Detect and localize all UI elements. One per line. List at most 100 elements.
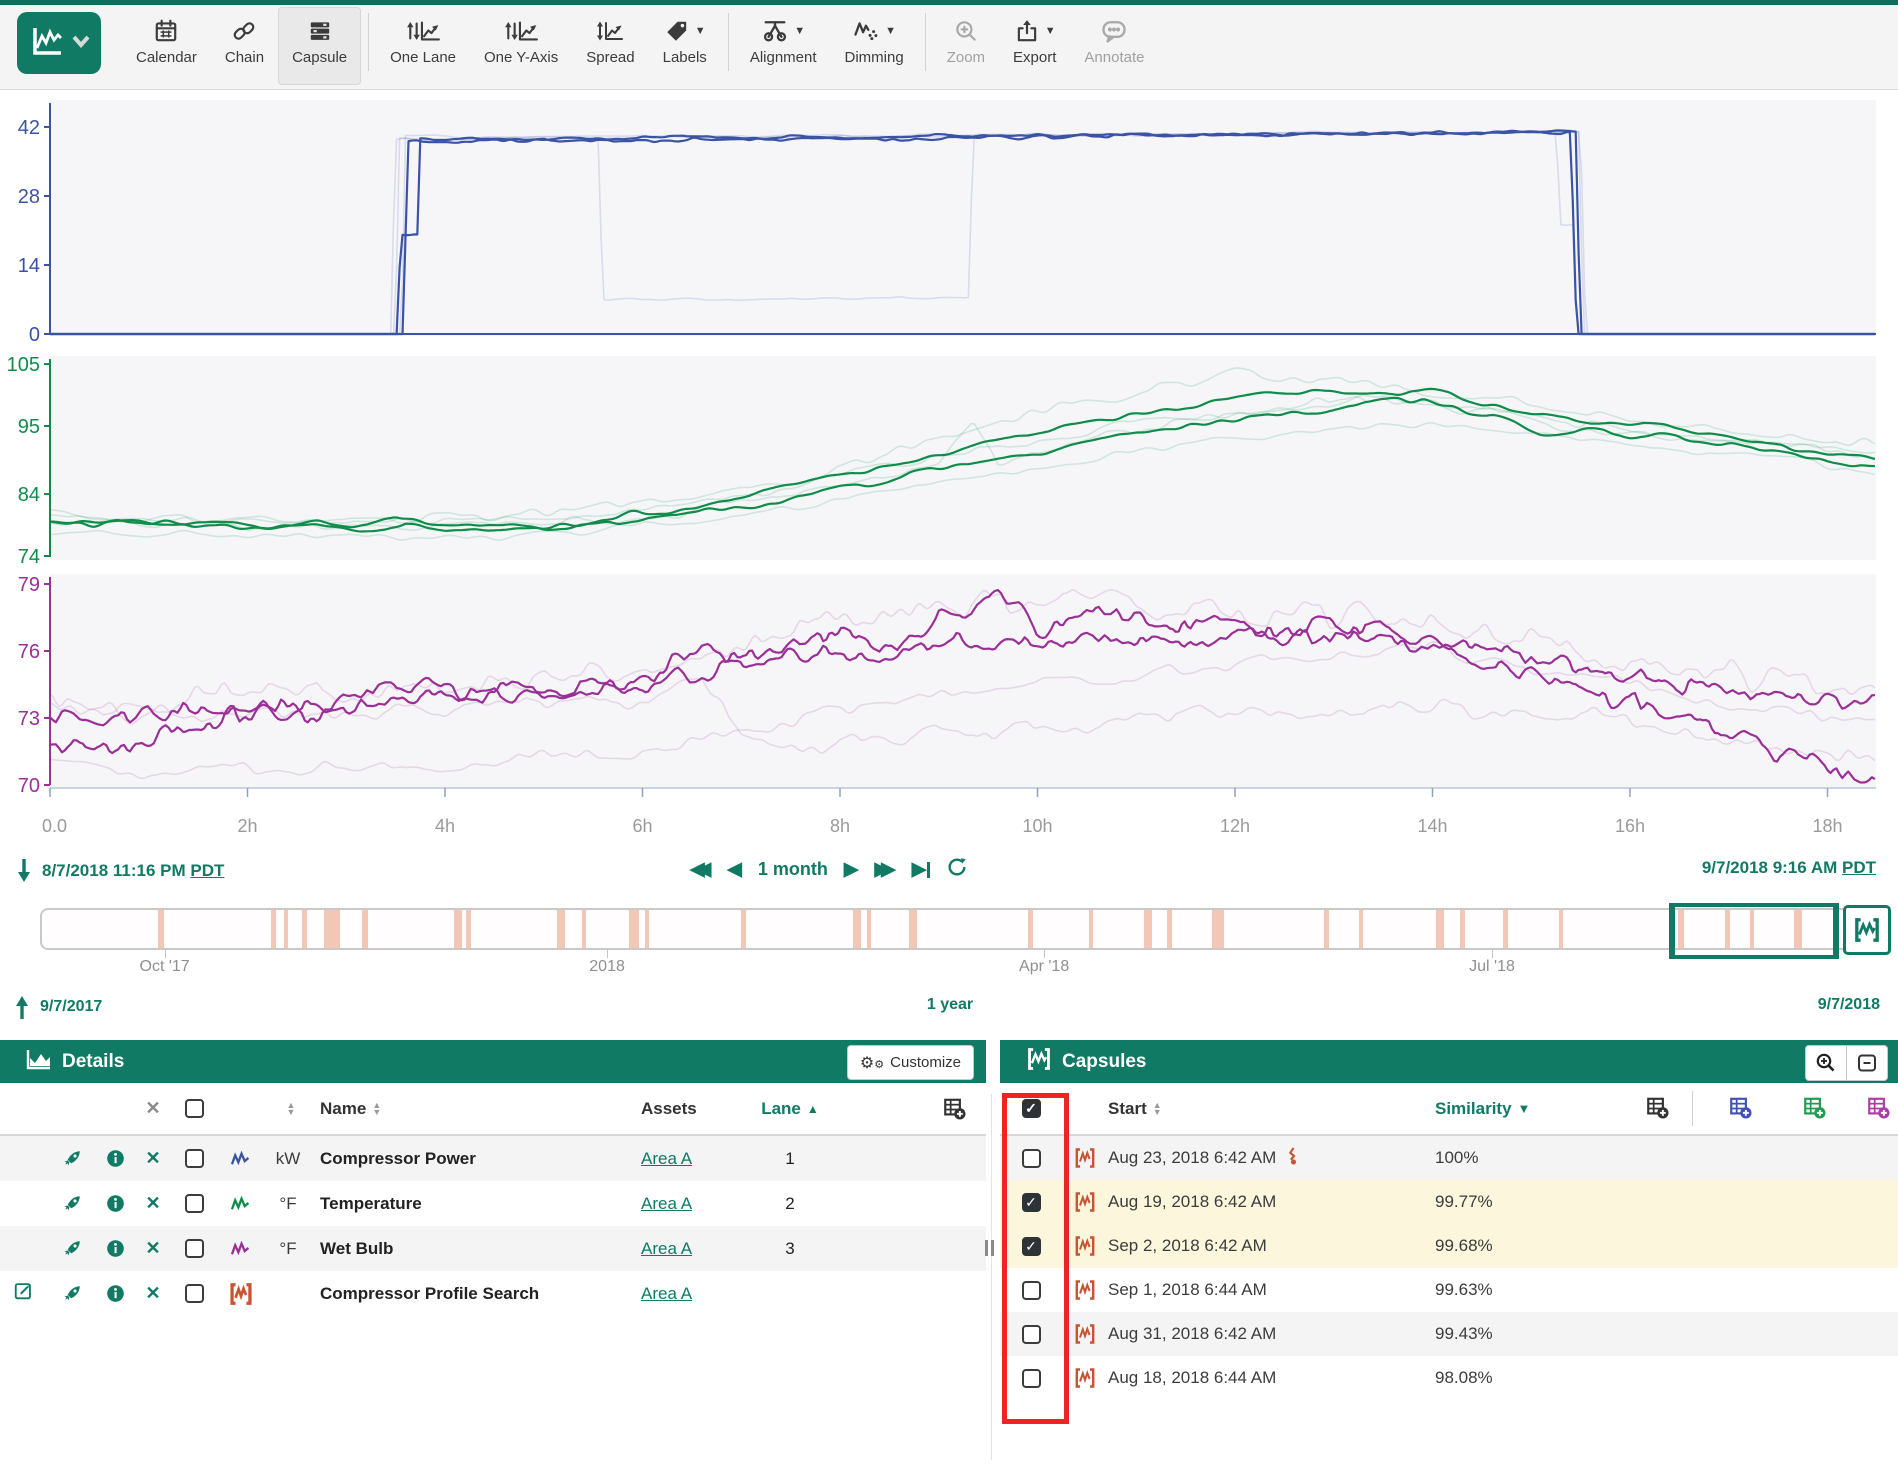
details-row-checkbox[interactable] (184, 1149, 204, 1168)
investigate-duration[interactable]: 1 year (926, 996, 974, 1013)
panel-resize-handle[interactable] (985, 1240, 997, 1256)
info-icon[interactable] (96, 1283, 134, 1304)
capsule-row[interactable]: Aug 31, 2018 6:42 AM 99.43% (1000, 1312, 1898, 1356)
labels-button[interactable]: ▼ Labels (649, 7, 721, 85)
range-end-tz[interactable]: PDT (1842, 858, 1876, 877)
investigate-icon[interactable] (48, 1193, 96, 1215)
step-back-button[interactable]: ◀ (727, 859, 742, 880)
chevron-down-icon (71, 34, 91, 53)
remove-item-button[interactable]: ✕ (145, 1148, 161, 1168)
timebar-selection-bracket[interactable] (1669, 903, 1839, 959)
range-end-text[interactable]: 9/7/2018 9:16 AM (1701, 858, 1838, 877)
add-column-icon[interactable] (1645, 1095, 1671, 1126)
worksheet-view-selector[interactable] (17, 12, 101, 74)
refresh-button[interactable] (946, 856, 968, 883)
capsule-icon (1062, 1278, 1108, 1302)
capsule-stripe (645, 910, 650, 948)
svg-text:70: 70 (18, 775, 40, 797)
range-start-text[interactable]: 8/7/2018 11:16 PM (42, 861, 186, 880)
remove-item-button[interactable]: ✕ (145, 1238, 161, 1258)
range-start-tz[interactable]: PDT (190, 861, 225, 880)
add-stats-table-green-icon[interactable] (1802, 1095, 1828, 1126)
remove-item-button[interactable]: ✕ (145, 1283, 161, 1303)
remove-all-button[interactable]: ✕ (145, 1098, 161, 1118)
sort-type-control[interactable]: ▲ ▼ (286, 1099, 296, 1117)
range-end[interactable]: 9/7/2018 9:16 AM PDT (1702, 858, 1876, 878)
remove-item-button[interactable]: ✕ (145, 1193, 161, 1213)
column-header-lane[interactable]: Lane ▲ (761, 1098, 819, 1118)
capsules-select-all-checkbox[interactable]: ✓ (1021, 1099, 1041, 1118)
capsule-row-checkbox[interactable]: ✓ (1021, 1192, 1041, 1212)
column-header-start[interactable]: Start ▲ ▼ (1108, 1098, 1162, 1118)
asset-link[interactable]: Area A (641, 1193, 693, 1213)
capsule-row[interactable]: Aug 23, 2018 6:42 AM 100% (1000, 1136, 1898, 1180)
details-select-all-checkbox[interactable] (184, 1099, 204, 1118)
investigate-end-text[interactable]: 9/7/2018 (1817, 996, 1880, 1013)
info-icon[interactable] (96, 1193, 134, 1214)
capsule-row[interactable]: Sep 1, 2018 6:44 AM 99.63% (1000, 1268, 1898, 1312)
step-forward-button[interactable]: ▶ (843, 859, 859, 880)
capsule-row-checkbox[interactable]: ✓ (1021, 1236, 1041, 1256)
asset-link[interactable]: Area A (641, 1148, 693, 1168)
alignment-button[interactable]: ▼ Alignment (736, 7, 831, 85)
details-row-checkbox[interactable] (184, 1194, 204, 1213)
info-icon[interactable] (96, 1238, 134, 1259)
column-header-similarity[interactable]: Similarity ▼ (1435, 1098, 1531, 1118)
investigate-icon[interactable] (48, 1238, 96, 1260)
dimming-button[interactable]: ▼ Dimming (831, 7, 918, 85)
edit-icon[interactable] (13, 1280, 35, 1307)
asset-link[interactable]: Area A (641, 1238, 693, 1258)
capsule-row[interactable]: ✓ Aug 19, 2018 6:42 AM 99.77% (1000, 1180, 1898, 1224)
capsule-row[interactable]: ✓ Sep 2, 2018 6:42 AM 99.68% (1000, 1224, 1898, 1268)
capsule-row-checkbox[interactable] (1021, 1368, 1041, 1388)
gears-icon: ⚙⚙ (859, 1054, 885, 1072)
sort-name-control[interactable]: ▲ ▼ (372, 1099, 382, 1117)
zoom-button: Zoom (933, 7, 999, 85)
calendar-button[interactable]: Calendar (122, 7, 211, 85)
one-lane-button[interactable]: One Lane (376, 7, 470, 85)
range-start[interactable]: 8/7/2018 11:16 PM PDT (16, 858, 224, 884)
capsule-button[interactable]: Capsule (278, 7, 362, 85)
capsule-stripe (1503, 910, 1509, 948)
range-duration[interactable]: 1 month (757, 859, 828, 879)
investigate-start[interactable]: 9/7/2017 (14, 994, 102, 1020)
details-row-checkbox[interactable] (184, 1239, 204, 1258)
zoom-icon (953, 16, 979, 46)
column-header-name[interactable]: Name ▲ ▼ (320, 1098, 382, 1118)
svg-text:42: 42 (18, 117, 40, 139)
step-to-end-button[interactable]: ▶ (912, 860, 931, 879)
column-header-assets[interactable]: Assets (641, 1098, 697, 1118)
add-stats-table-blue-icon[interactable] (1728, 1095, 1754, 1126)
capsules-column-headers: ✓ Start ▲ ▼ Similarity ▼ (1000, 1083, 1898, 1136)
capsule-row-checkbox[interactable] (1021, 1148, 1041, 1168)
add-column-icon[interactable] (942, 1096, 968, 1127)
item-name: Compressor Power (320, 1148, 476, 1168)
collapse-panel-button[interactable] (1847, 1045, 1888, 1081)
asset-link[interactable]: Area A (641, 1283, 693, 1303)
step-back-fast-button[interactable]: ◀◀ (690, 859, 711, 880)
one-y-axis-button[interactable]: One Y-Axis (470, 7, 572, 85)
export-button[interactable]: ▼ Export (999, 7, 1070, 85)
customize-button[interactable]: ⚙⚙ Customize (846, 1045, 974, 1080)
zoom-to-capsule-button[interactable] (1805, 1045, 1847, 1081)
capsule-row-checkbox[interactable] (1021, 1280, 1041, 1300)
capsule-row-checkbox[interactable] (1021, 1324, 1041, 1344)
capsule-stripe (908, 910, 917, 948)
investigate-timebar[interactable] (40, 908, 1850, 950)
trend-chart[interactable]: 0.0 2h 4h 6h 8h 10h 12h 14h 16h 18h 42 28 14 0 105 95 84… (0, 88, 1898, 850)
sort-start-control[interactable]: ▲ ▼ (1152, 1099, 1162, 1117)
timebar-capsule-button[interactable] (1843, 905, 1891, 955)
spread-button[interactable]: Spread (572, 7, 648, 85)
panel-divider (991, 1094, 992, 1460)
info-icon[interactable] (96, 1148, 134, 1169)
capsule-row[interactable]: Aug 18, 2018 6:44 AM 98.08% (1000, 1356, 1898, 1400)
item-name: Compressor Profile Search (320, 1283, 540, 1303)
investigate-icon[interactable] (48, 1283, 96, 1305)
svg-text:79: 79 (18, 574, 40, 596)
chain-button[interactable]: Chain (211, 7, 278, 85)
add-stats-table-magenta-icon[interactable] (1866, 1095, 1892, 1126)
step-forward-fast-button[interactable]: ▶▶ (874, 859, 895, 880)
details-row-checkbox[interactable] (184, 1284, 204, 1303)
investigate-start-text[interactable]: 9/7/2017 (40, 998, 103, 1015)
investigate-icon[interactable] (48, 1148, 96, 1170)
